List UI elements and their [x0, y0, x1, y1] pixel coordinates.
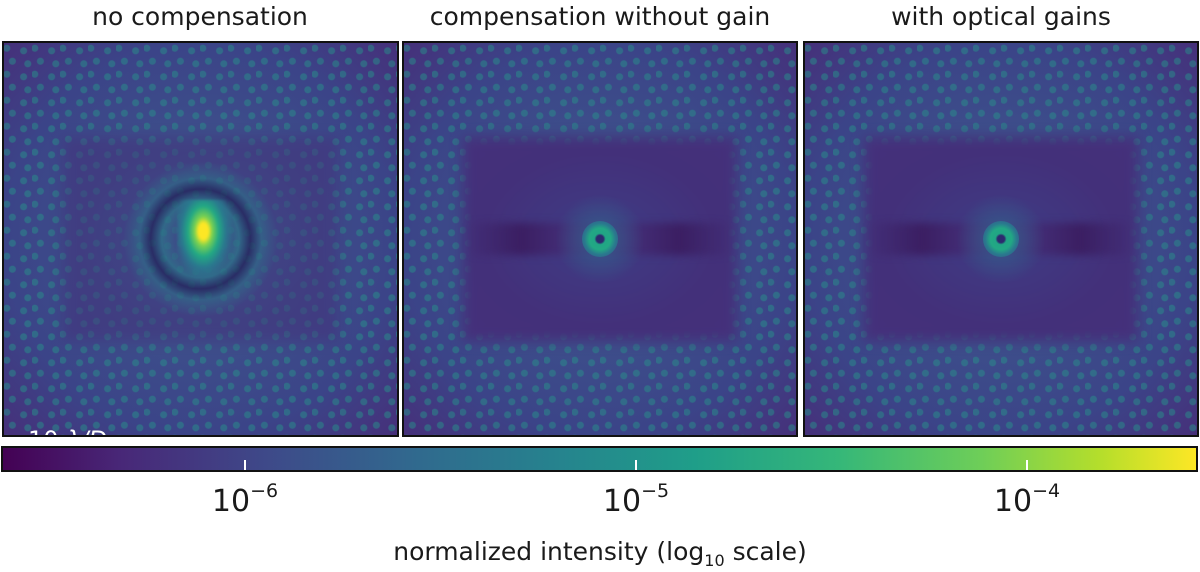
heatmap-panel-with-optical-gains: [803, 41, 1199, 437]
colorbar: [1, 446, 1198, 472]
residual-donut: [582, 221, 618, 257]
colorbar-ticklabel-1e-4: 10−4: [993, 480, 1061, 519]
panel-title-no-compensation: no compensation: [92, 2, 308, 31]
panel-title-with-optical-gains: with optical gains: [891, 2, 1111, 31]
residual-donut: [983, 221, 1019, 257]
bright-speckle-core: [176, 199, 232, 279]
scale-bar-label: 10 λ/D: [28, 426, 107, 435]
colorbar-tick-1e-5: [635, 460, 637, 470]
colorbar-tick-1e-4: [1026, 460, 1028, 470]
colorbar-ticklabel-1e-5: 10−5: [602, 480, 670, 519]
heatmap-panel-no-compensation: 10 λ/D: [2, 41, 399, 437]
heatmap-panel-compensation-without-gain: [402, 41, 798, 437]
panel-title-compensation-without-gain: compensation without gain: [429, 2, 771, 31]
colorbar-tick-1e-6: [244, 460, 246, 470]
colorbar-ticklabel-1e-6: 10−6: [211, 480, 279, 519]
colorbar-axis-label: normalized intensity (log10 scale): [393, 537, 807, 570]
